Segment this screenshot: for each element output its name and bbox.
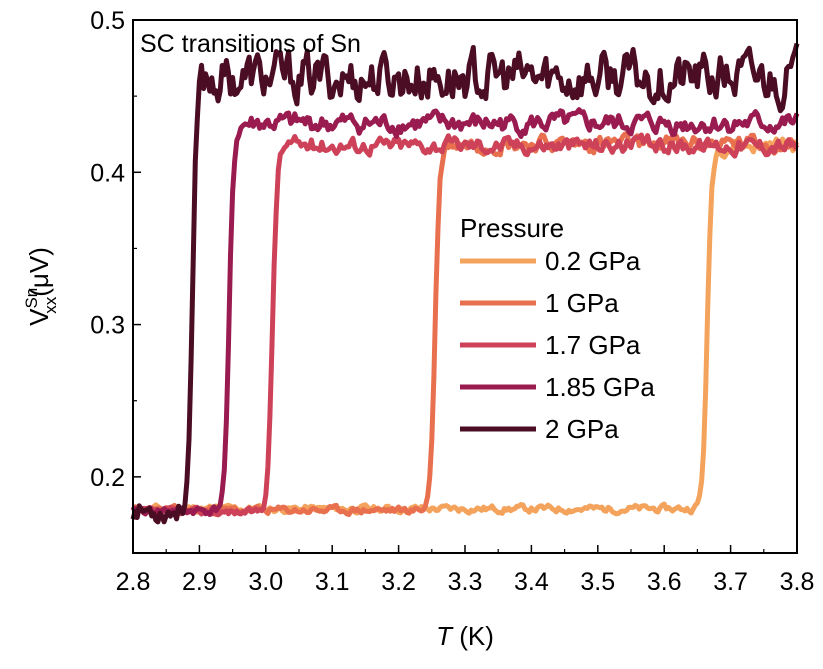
legend-label: 1.7 GPa xyxy=(545,330,641,360)
plot-frame xyxy=(132,19,798,554)
x-tick-label: 3.8 xyxy=(780,568,815,596)
y-tick-label: 0.2 xyxy=(90,464,125,492)
x-axis-variable: T xyxy=(436,621,454,651)
x-tick-label: 3.5 xyxy=(580,568,615,596)
y-tick-label: 0.3 xyxy=(90,312,125,340)
series-line xyxy=(130,42,800,525)
legend-label: 1.85 GPa xyxy=(545,372,655,402)
x-tick-label: 3.2 xyxy=(381,568,416,596)
legend-label: 0.2 GPa xyxy=(545,246,641,276)
legend-title: Pressure xyxy=(460,213,564,243)
x-tick-label: 3.7 xyxy=(713,568,748,596)
y-axis-unit: (μV) xyxy=(24,247,54,297)
y-axis-superscript: Sn xyxy=(22,288,41,309)
y-axis-label: VSnxx(μV) xyxy=(22,247,60,326)
x-tick-label: 3.3 xyxy=(448,568,483,596)
y-tick-label: 0.4 xyxy=(90,159,125,187)
chart-annotation: SC transitions of Sn xyxy=(140,30,361,58)
series-line xyxy=(131,132,800,518)
x-tick-label: 3.0 xyxy=(248,568,283,596)
x-tick-label: 3.4 xyxy=(514,568,549,596)
y-axis-subscript: xx xyxy=(41,296,60,314)
legend-label: 1 GPa xyxy=(545,288,619,318)
series-layer xyxy=(130,42,800,525)
ticks-layer: 2.8 2.9 3.0 3.1 3.2 3.3 3.4 3.5 3.6 3.7 3.8 0.2 0.3 0… xyxy=(90,7,814,596)
y-axis-base: V xyxy=(24,308,54,326)
series-line xyxy=(130,107,800,517)
x-tick-label: 2.8 xyxy=(116,568,151,596)
y-tick-label: 0.5 xyxy=(90,7,125,35)
legend-label: 2 GPa xyxy=(545,414,619,444)
x-tick-label: 3.6 xyxy=(647,568,682,596)
x-tick-label: 3.1 xyxy=(315,568,350,596)
legend: Pressure 0.2 GPa 1 GPa 1.7 GPa 1.85 GPa 2 GP… xyxy=(460,213,655,444)
x-axis-unit: (K) xyxy=(452,621,494,651)
x-tick-label: 2.9 xyxy=(182,568,217,596)
x-axis-label: T (K) xyxy=(436,621,494,651)
